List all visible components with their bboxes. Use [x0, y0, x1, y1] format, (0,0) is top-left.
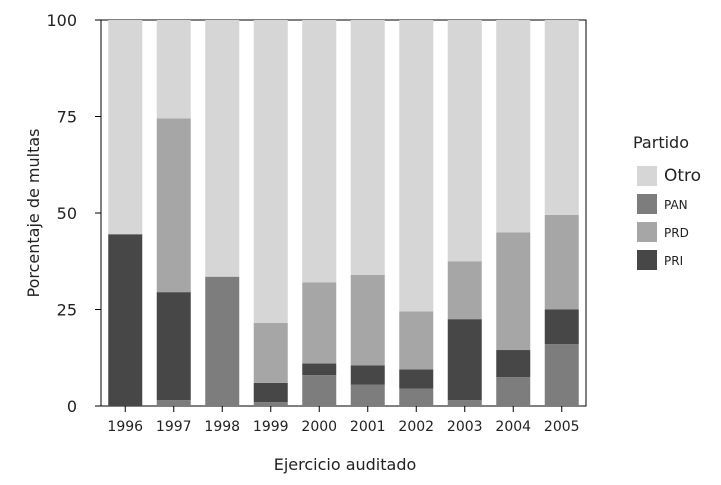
bar-segment-otro-2002 — [399, 20, 434, 312]
legend-title: Partido — [633, 133, 689, 152]
y-tick-label: 100 — [46, 11, 77, 30]
bar-segment-otro-2003 — [447, 20, 482, 262]
bar-segment-pri-2003 — [447, 319, 482, 401]
bar-segment-otro-2000 — [302, 20, 337, 283]
bar-segment-otro-2004 — [496, 20, 531, 233]
bar-segment-pri-2000 — [302, 363, 337, 376]
y-tick-label: 75 — [57, 108, 77, 127]
bar-segment-pan-2004 — [496, 377, 531, 406]
x-tick-label: 1998 — [204, 419, 240, 435]
legend-label-pan: PAN — [664, 198, 688, 212]
x-tick-label: 2000 — [301, 419, 337, 435]
bar-segment-pan-2002 — [399, 388, 434, 406]
x-tick-label: 2001 — [350, 419, 386, 435]
x-axis-label: Ejercicio auditado — [274, 455, 417, 474]
legend-label-pri: PRI — [664, 254, 683, 268]
x-tick-label: 2002 — [398, 419, 434, 435]
bar-segment-pri-2002 — [399, 369, 434, 389]
bar-segment-prd-2004 — [496, 232, 531, 351]
bar-segment-prd-2002 — [399, 311, 434, 370]
bar-segment-prd-2000 — [302, 282, 337, 364]
x-tick-label: 1996 — [107, 419, 143, 435]
bar-segment-otro-2005 — [544, 20, 579, 215]
x-tick-label: 2003 — [447, 419, 483, 435]
bar-segment-pri-1997 — [156, 292, 191, 401]
bar-segment-pri-2001 — [350, 365, 385, 385]
bar-segment-pan-2005 — [544, 344, 579, 406]
bar-segment-pri-1996 — [108, 234, 143, 406]
bar-segment-pri-1999 — [253, 382, 288, 403]
bar-segment-otro-1999 — [253, 20, 288, 324]
bar-segment-otro-2001 — [350, 20, 385, 275]
bar-segment-otro-1998 — [205, 20, 240, 277]
y-axis-ticks: 0 25 50 75 100 — [46, 11, 101, 416]
y-tick-label: 50 — [57, 204, 77, 223]
legend-swatch-otro — [637, 166, 657, 186]
x-tick-label: 2005 — [544, 419, 580, 435]
bar-segment-prd-2005 — [544, 214, 579, 310]
x-tick-label: 1997 — [156, 419, 192, 435]
bar-segment-otro-1997 — [156, 20, 191, 119]
bar-segment-pan-2000 — [302, 375, 337, 406]
bars-group — [108, 20, 579, 406]
x-tick-label: 1999 — [253, 419, 289, 435]
bar-segment-pri-2005 — [544, 309, 579, 345]
bar-segment-prd-1999 — [253, 323, 288, 383]
y-axis-label: Porcentaje de multas — [24, 129, 43, 298]
bar-segment-pri-2004 — [496, 350, 531, 378]
bar-segment-prd-2001 — [350, 274, 385, 366]
bar-segment-pan-2003 — [447, 400, 482, 406]
bar-segment-prd-1997 — [156, 118, 191, 293]
bar-segment-pan-1999 — [253, 402, 288, 406]
legend-label-prd: PRD — [664, 226, 689, 240]
legend-swatch-prd — [637, 222, 657, 242]
legend-swatch-pan — [637, 194, 657, 214]
legend-swatch-pri — [637, 250, 657, 270]
y-tick-label: 0 — [67, 397, 77, 416]
y-tick-label: 25 — [57, 301, 77, 320]
x-axis-ticks: 1996 1997 1998 1999 2000 2001 2002 2003 2004 2005 — [107, 406, 580, 435]
bar-segment-otro-1996 — [108, 20, 143, 235]
x-tick-label: 2004 — [495, 419, 531, 435]
bar-segment-prd-2003 — [447, 261, 482, 320]
bar-segment-pan-1997 — [156, 400, 191, 406]
bar-segment-pan-2001 — [350, 384, 385, 406]
legend-label-otro: Otro — [664, 166, 701, 186]
bar-segment-pan-1998 — [205, 276, 240, 406]
legend: Partido Otro PAN PRD PRI — [633, 133, 701, 270]
